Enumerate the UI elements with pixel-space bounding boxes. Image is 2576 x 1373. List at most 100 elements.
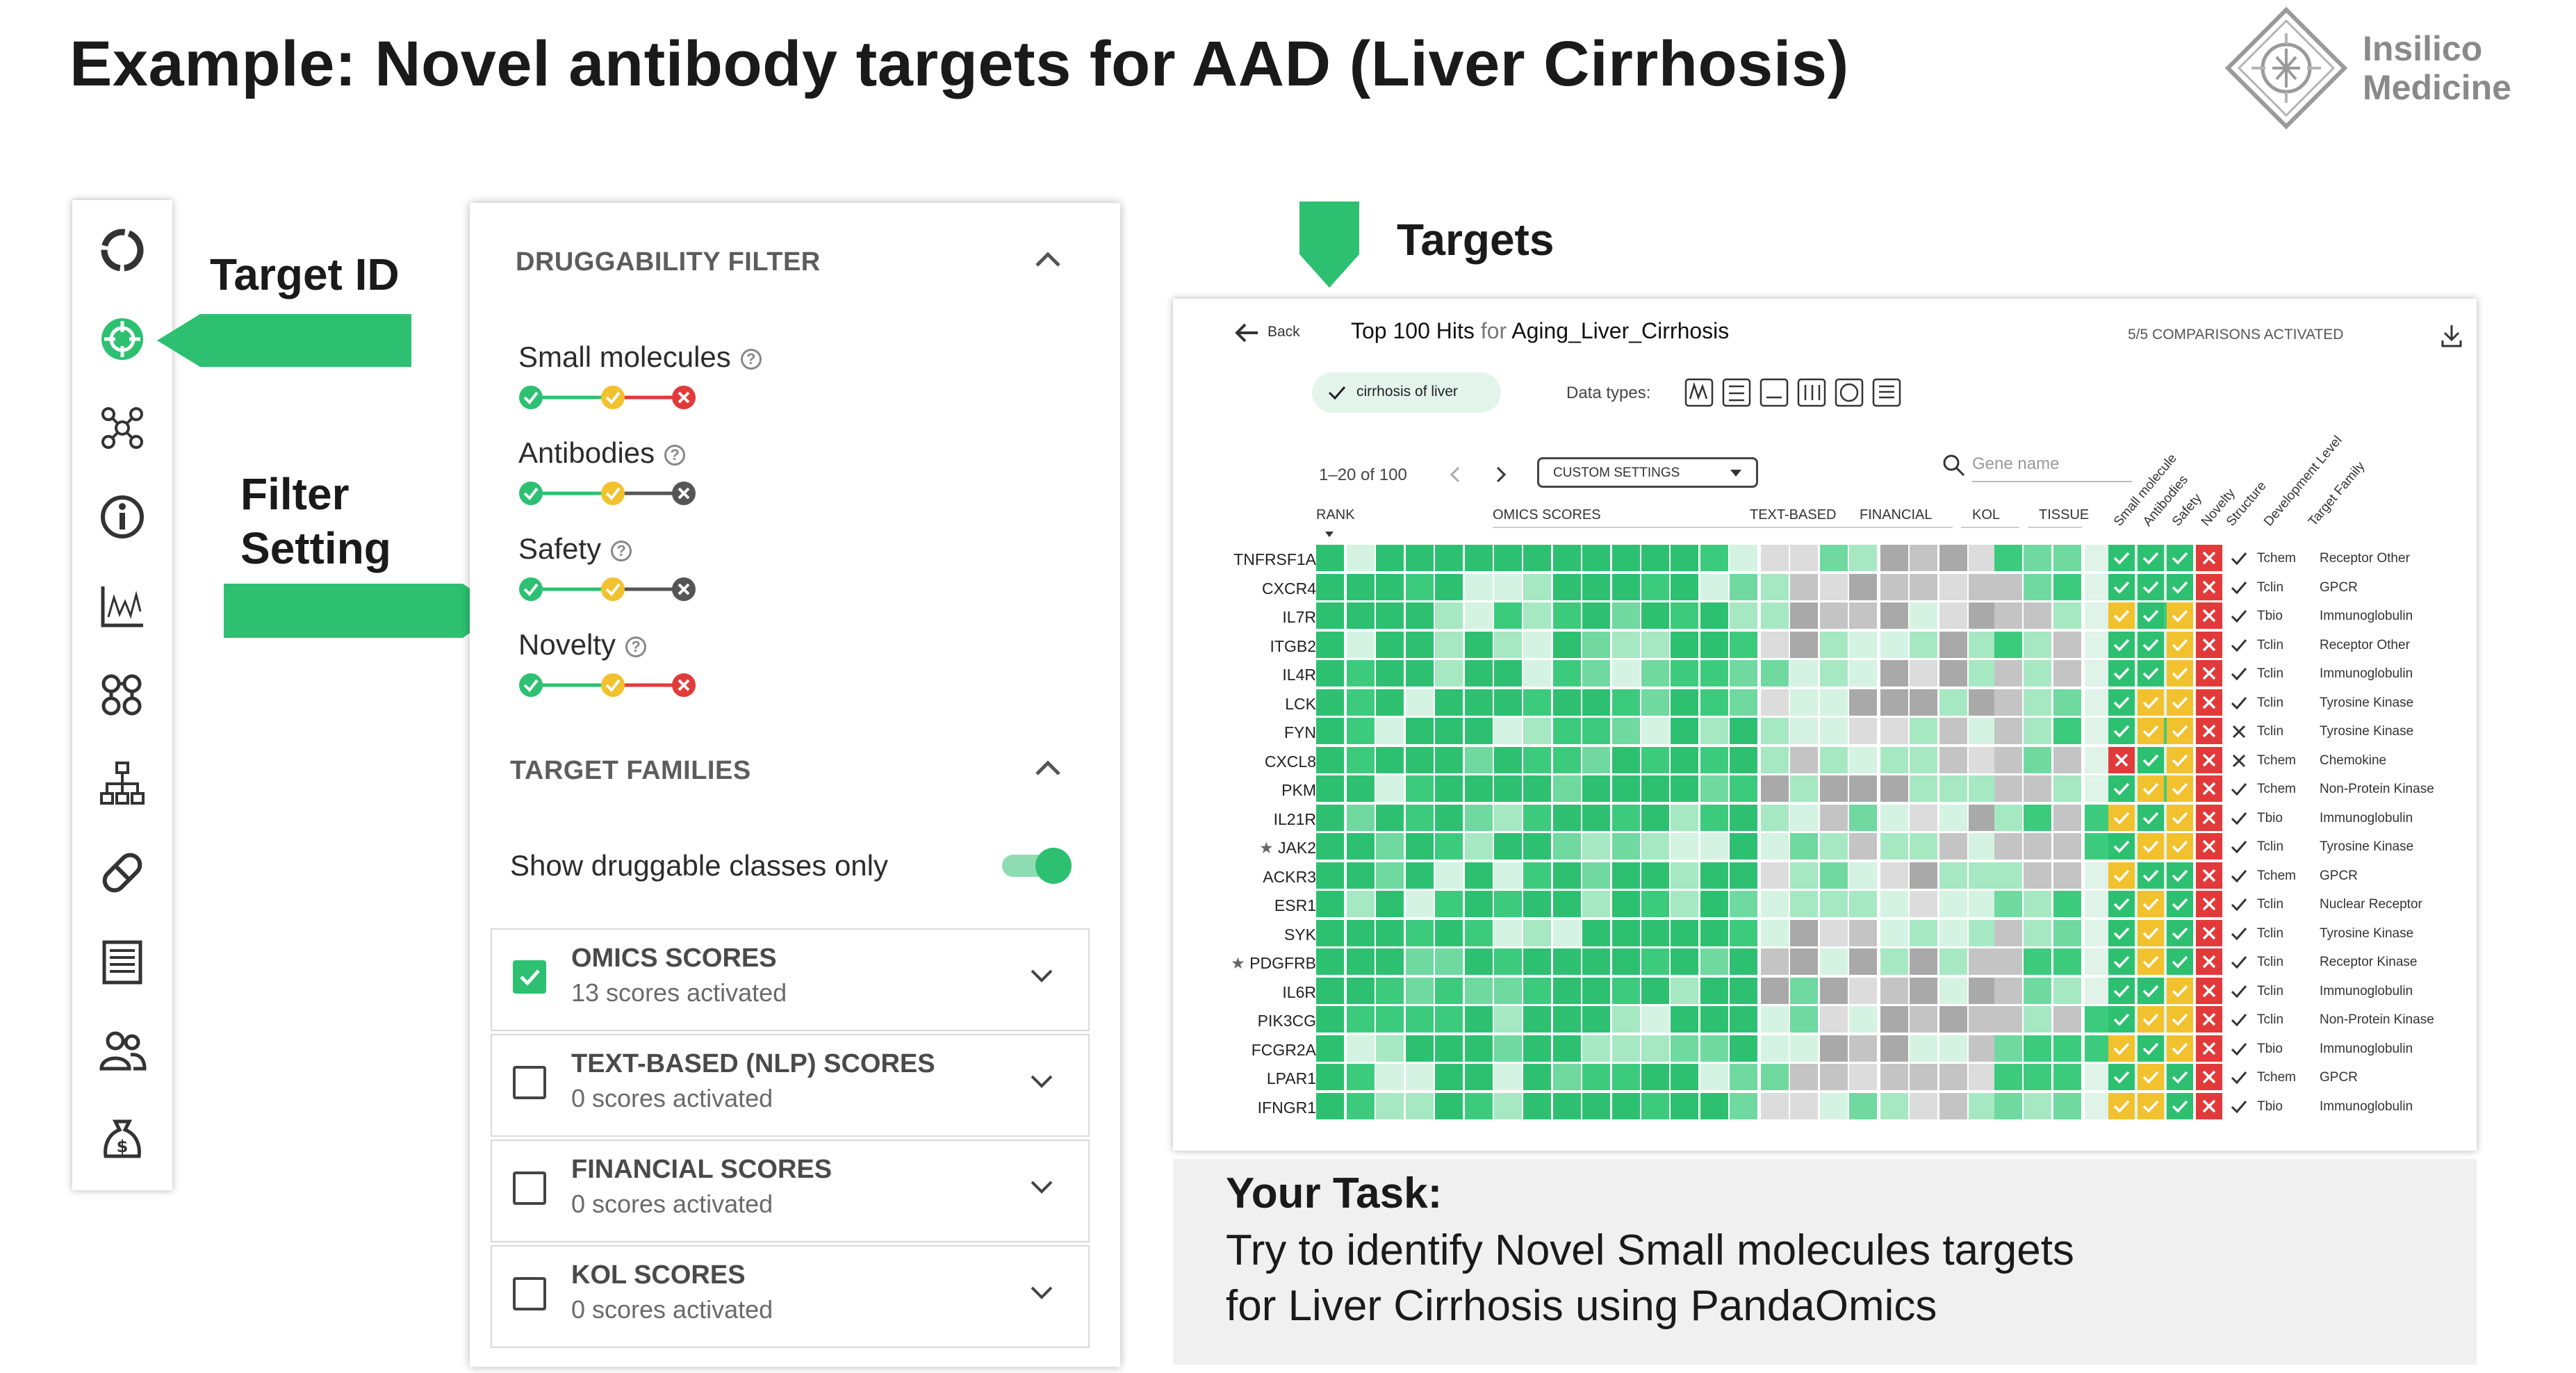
heatmap-cell[interactable] bbox=[1761, 1092, 1789, 1119]
heatmap-cell[interactable] bbox=[1819, 919, 1848, 946]
gene-label[interactable]: PKM bbox=[1281, 781, 1316, 800]
heatmap-cell[interactable] bbox=[1494, 718, 1522, 744]
heatmap-cell[interactable] bbox=[1464, 545, 1493, 571]
heatmap-cell[interactable] bbox=[1376, 862, 1404, 889]
heatmap-cell[interactable] bbox=[1761, 919, 1789, 946]
heatmap-cell[interactable] bbox=[1316, 660, 1344, 686]
heatmap-cell[interactable] bbox=[1435, 631, 1463, 658]
heatmap-cell[interactable] bbox=[2053, 545, 2081, 571]
druggability-flag[interactable] bbox=[2108, 919, 2135, 946]
heatmap-cell[interactable] bbox=[1347, 804, 1375, 831]
heatmap-cell[interactable] bbox=[1316, 545, 1344, 571]
download-icon[interactable] bbox=[2440, 324, 2463, 347]
heatmap-cell[interactable] bbox=[2085, 948, 2113, 975]
gene-label[interactable]: LCK bbox=[1285, 695, 1316, 714]
druggability-flag[interactable] bbox=[2138, 919, 2164, 946]
heatmap-cell[interactable] bbox=[1494, 1035, 1522, 1062]
heatmap-cell[interactable] bbox=[1671, 833, 1699, 860]
druggability-flag[interactable] bbox=[2138, 1035, 2164, 1062]
heatmap-cell[interactable] bbox=[1849, 833, 1878, 860]
heatmap-cell[interactable] bbox=[1761, 891, 1789, 917]
heatmap-cell[interactable] bbox=[1939, 775, 1967, 802]
heatmap-cell[interactable] bbox=[1849, 689, 1878, 716]
heatmap-cell[interactable] bbox=[2085, 689, 2113, 716]
druggability-flag[interactable] bbox=[2196, 1064, 2222, 1090]
druggability-flag[interactable] bbox=[2196, 919, 2222, 946]
heatmap-cell[interactable] bbox=[1376, 718, 1404, 744]
heatmap-cell[interactable] bbox=[1730, 948, 1758, 975]
heatmap-cell[interactable] bbox=[2053, 718, 2081, 744]
heatmap-cell[interactable] bbox=[1405, 746, 1434, 773]
heatmap-cell[interactable] bbox=[2024, 602, 2052, 629]
heatmap-cell[interactable] bbox=[1939, 1064, 1967, 1090]
heatmap-cell[interactable] bbox=[1819, 718, 1848, 744]
heatmap-cell[interactable] bbox=[1464, 718, 1493, 744]
heatmap-cell[interactable] bbox=[1405, 718, 1434, 744]
heatmap-cell[interactable] bbox=[1523, 545, 1552, 571]
heatmap-cell[interactable] bbox=[1790, 804, 1819, 831]
druggability-flag[interactable] bbox=[2167, 602, 2193, 629]
heatmap-cell[interactable] bbox=[1700, 919, 1728, 946]
heatmap-cell[interactable] bbox=[1347, 775, 1375, 802]
druggability-flag[interactable] bbox=[2138, 573, 2164, 600]
heatmap-cell[interactable] bbox=[1761, 689, 1789, 716]
heatmap-cell[interactable] bbox=[1969, 977, 1997, 1004]
heatmap-cell[interactable] bbox=[1730, 833, 1758, 860]
heatmap-cell[interactable] bbox=[1880, 1035, 1908, 1062]
heatmap-cell[interactable] bbox=[2085, 602, 2113, 629]
heatmap-cell[interactable] bbox=[2053, 573, 2081, 600]
heatmap-cell[interactable] bbox=[1347, 631, 1375, 658]
heatmap-cell[interactable] bbox=[1405, 919, 1434, 946]
heatmap-cell[interactable] bbox=[1910, 775, 1938, 802]
heatmap-cell[interactable] bbox=[1464, 689, 1493, 716]
heatmap-cell[interactable] bbox=[1641, 833, 1669, 860]
heatmap-cell[interactable] bbox=[1405, 833, 1434, 860]
heatmap-cell[interactable] bbox=[1523, 977, 1552, 1004]
heatmap-cell[interactable] bbox=[1435, 804, 1463, 831]
heatmap-cell[interactable] bbox=[1761, 660, 1789, 686]
heatmap-cell[interactable] bbox=[1316, 891, 1344, 917]
users-icon[interactable] bbox=[97, 1026, 147, 1076]
heatmap-cell[interactable] bbox=[1582, 1064, 1611, 1090]
heatmap-cell[interactable] bbox=[2024, 775, 2052, 802]
heatmap-cell[interactable] bbox=[1582, 775, 1611, 802]
heatmap-cell[interactable] bbox=[1790, 573, 1819, 600]
heatmap-cell[interactable] bbox=[1969, 746, 1997, 773]
heatmap-cell[interactable] bbox=[1316, 919, 1344, 946]
heatmap-cell[interactable] bbox=[1939, 631, 1967, 658]
heatmap-cell[interactable] bbox=[1611, 862, 1640, 889]
heatmap-cell[interactable] bbox=[1819, 689, 1848, 716]
heatmap-cell[interactable] bbox=[1523, 1035, 1552, 1062]
heatmap-cell[interactable] bbox=[1761, 804, 1789, 831]
heatmap-cell[interactable] bbox=[2053, 891, 2081, 917]
heatmap-cell[interactable] bbox=[1523, 746, 1552, 773]
heatmap-cell[interactable] bbox=[1552, 862, 1581, 889]
heatmap-cell[interactable] bbox=[1730, 689, 1758, 716]
heatmap-cell[interactable] bbox=[1641, 660, 1669, 686]
heatmap-cell[interactable] bbox=[1582, 1006, 1611, 1033]
heatmap-cell[interactable] bbox=[1376, 689, 1404, 716]
heatmap-cell[interactable] bbox=[1790, 948, 1819, 975]
heatmap-cell[interactable] bbox=[1464, 602, 1493, 629]
heatmap-cell[interactable] bbox=[1730, 977, 1758, 1004]
heatmap-cell[interactable] bbox=[1523, 804, 1552, 831]
heatmap-cell[interactable] bbox=[1611, 660, 1640, 686]
heatmap-cell[interactable] bbox=[1910, 746, 1938, 773]
document-icon[interactable] bbox=[97, 937, 147, 987]
heatmap-cell[interactable] bbox=[1464, 891, 1493, 917]
heatmap-cell[interactable] bbox=[1405, 977, 1434, 1004]
druggability-flag[interactable] bbox=[2167, 1064, 2193, 1090]
heatmap-cell[interactable] bbox=[1552, 631, 1581, 658]
heatmap-cell[interactable] bbox=[1700, 891, 1728, 917]
heatmap-cell[interactable] bbox=[2024, 1035, 2052, 1062]
druggability-flag[interactable] bbox=[2138, 948, 2164, 975]
gene-label[interactable]: IL21R bbox=[1274, 810, 1316, 829]
heatmap-cell[interactable] bbox=[1316, 977, 1344, 1004]
druggability-flag[interactable] bbox=[2196, 977, 2222, 1004]
heatmap-cell[interactable] bbox=[1552, 891, 1581, 917]
druggability-flag[interactable] bbox=[2138, 545, 2164, 571]
heatmap-cell[interactable] bbox=[1880, 977, 1908, 1004]
custom-settings-dropdown[interactable]: CUSTOM SETTINGS bbox=[1537, 457, 1758, 488]
druggability-flag[interactable] bbox=[2108, 718, 2135, 744]
heatmap-cell[interactable] bbox=[1582, 573, 1611, 600]
